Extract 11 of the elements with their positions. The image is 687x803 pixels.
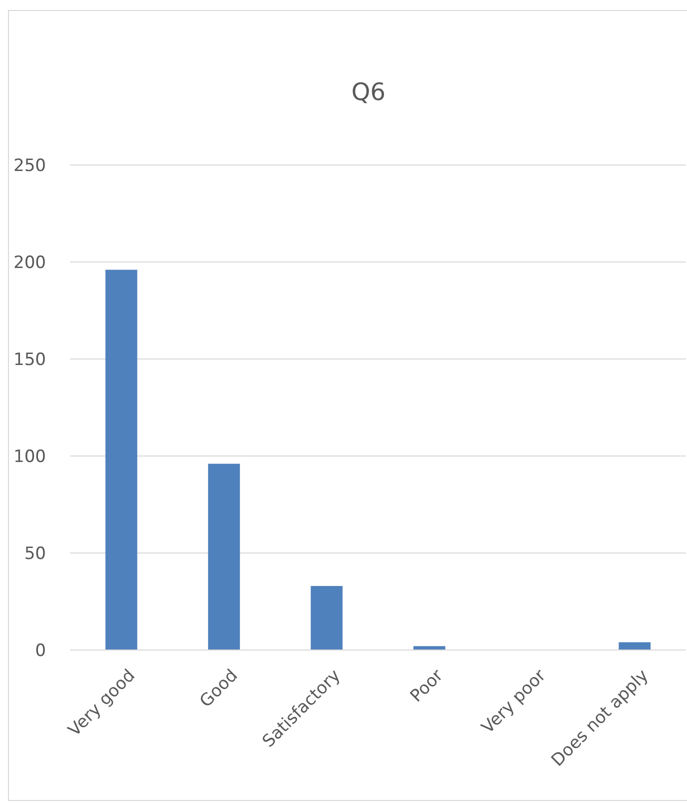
y-tick-label: 0 [35, 640, 46, 661]
bar [105, 270, 138, 650]
y-tick-label: 150 [14, 350, 46, 370]
y-tick-label: 200 [14, 252, 46, 273]
bar [618, 642, 651, 650]
chart-title: Q6 [351, 78, 386, 106]
y-tick-label: 50 [24, 544, 46, 564]
y-tick-label: 100 [14, 446, 46, 467]
bar [208, 464, 240, 650]
bar [310, 586, 343, 650]
y-tick-label: 250 [14, 156, 46, 176]
